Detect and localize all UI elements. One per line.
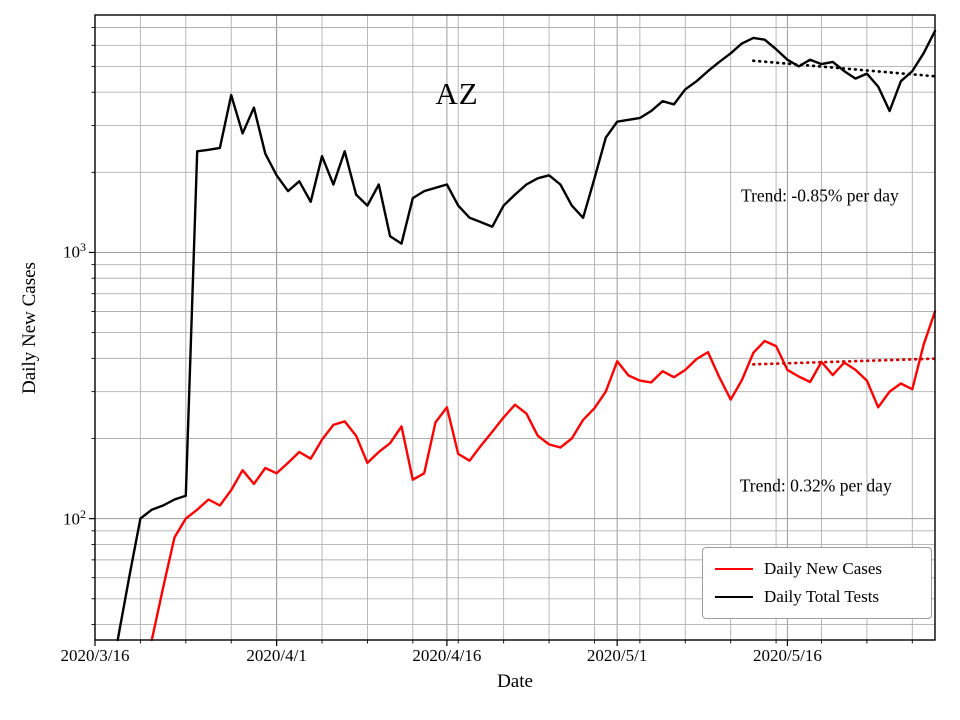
plot-frame [94,14,936,641]
y-axis-label: Daily New Cases [19,262,40,394]
legend-label: Daily Total Tests [764,587,880,606]
x-tick-label-2: 2020/4/16 [412,646,482,665]
trend-annotation-1: Trend: 0.32% per day [739,475,892,496]
x-tick-label-4: 2020/5/16 [752,646,822,665]
y-tick-label-0: 102 [63,506,86,529]
x-tick-label-0: 2020/3/16 [60,646,130,665]
legend: Daily New Cases Daily Total Tests [702,547,932,619]
x-tick-label-1: 2020/4/1 [246,646,307,665]
x-tick-label-3: 2020/5/1 [586,646,648,665]
series-daily-new-cases [150,310,937,642]
chart-title: AZ [435,76,479,111]
y-tick-label-1: 103 [63,240,86,263]
trend-annotation-0: Trend: -0.85% per day [741,185,899,206]
legend-entry-daily-new-cases: Daily New Cases [703,555,931,583]
legend-entry-daily-total-tests: Daily Total Tests [703,583,931,611]
x-axis-label: Date [497,671,533,692]
legend-label: Daily New Cases [764,559,883,578]
legend-line-sample [715,596,753,598]
legend-line-sample [715,568,753,570]
trend-line-0 [752,59,937,78]
series-daily-total-tests [116,29,937,642]
trend-line-1 [752,357,937,366]
